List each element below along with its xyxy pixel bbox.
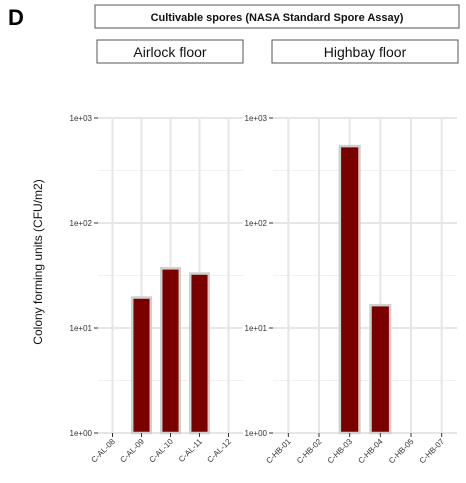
x-tick-label: C-AL-12: [205, 437, 233, 465]
x-tick-label: C-AL-10: [147, 437, 175, 465]
facet-strip-highbay: [271, 39, 459, 64]
x-tick-label: C-HB-03: [326, 437, 355, 466]
panel-letter: D: [8, 5, 24, 30]
facet-strip-airlock: [96, 39, 244, 64]
bar-c-al-09: [130, 296, 153, 435]
y-tick-label: 1e+03: [245, 114, 268, 123]
x-tick-label: C-AL-09: [118, 437, 146, 465]
bar-c-al-11: [188, 272, 211, 435]
x-tick-label: C-HB-02: [295, 437, 324, 466]
x-tick-label: C-HB-04: [356, 437, 385, 466]
bar-c-hb-03: [338, 144, 361, 435]
x-tick-label: C-AL-08: [89, 437, 117, 465]
bar-c-hb-04: [369, 303, 392, 435]
title-strip: [94, 4, 460, 29]
x-tick-label: C-HB-07: [418, 437, 447, 466]
y-tick-label: 1e+00: [70, 429, 93, 438]
facet-label-highbay: Highbay floor: [324, 44, 407, 60]
y-tick-label: 1e+03: [70, 114, 93, 123]
y-tick-label: 1e+01: [70, 324, 93, 333]
x-tick-label: C-HB-01: [264, 437, 293, 466]
bar-c-al-10: [159, 267, 182, 435]
y-tick-label: 1e+02: [70, 219, 93, 228]
facet-label-airlock: Airlock floor: [133, 44, 206, 60]
y-tick-label: 1e+01: [245, 324, 268, 333]
x-tick-label: C-HB-05: [387, 437, 416, 466]
y-tick-label: 1e+02: [245, 219, 268, 228]
chart-title: Cultivable spores (NASA Standard Spore A…: [151, 12, 404, 24]
y-axis-label: Colony forming units (CFU/m2): [31, 179, 45, 344]
x-tick-label: C-AL-11: [177, 437, 204, 464]
y-tick-label: 1e+00: [245, 429, 268, 438]
